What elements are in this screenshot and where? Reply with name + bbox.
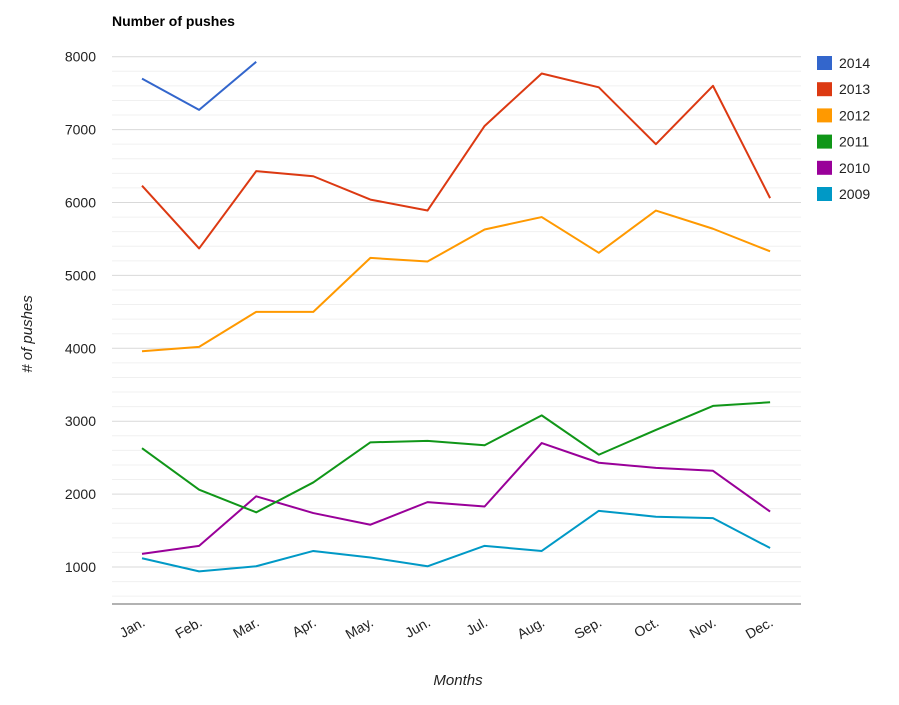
x-tick-label: Aug. <box>514 614 547 642</box>
legend-swatch-2014 <box>817 56 832 70</box>
legend-swatch-2010 <box>817 160 832 175</box>
y-tick-label: 7000 <box>65 122 96 138</box>
legend: 2014 2013 2012 2011 2010 2009 <box>817 55 870 202</box>
legend-label-2011: 2011 <box>839 134 869 150</box>
y-tick-label: 8000 <box>65 49 96 65</box>
x-tick-label: May. <box>343 614 376 643</box>
x-tick-label: Sep. <box>571 614 604 642</box>
y-tick-labels: 1000 2000 3000 4000 5000 6000 7000 8000 <box>65 49 96 575</box>
x-tick-label: Jan. <box>117 614 148 641</box>
legend-label-2012: 2012 <box>839 107 870 123</box>
x-tick-label: Oct. <box>631 614 661 641</box>
y-axis-label: # of pushes <box>19 295 36 373</box>
series-line-2013 <box>141 72 771 250</box>
y-tick-label: 4000 <box>65 340 96 356</box>
legend-swatch-2013 <box>817 82 832 97</box>
y-tick-label: 1000 <box>65 559 96 575</box>
x-tick-label: Feb. <box>172 614 204 642</box>
legend-swatch-2009 <box>817 187 832 201</box>
x-tick-labels: Jan. Feb. Mar. Apr. May. Jun. Jul. Aug. Sep. Oct.… <box>117 614 776 643</box>
x-tick-label: Apr. <box>289 614 319 640</box>
legend-label-2010: 2010 <box>839 160 870 176</box>
legend-swatch-2011 <box>817 134 832 149</box>
series-line-2012 <box>141 209 771 353</box>
legend-label-2009: 2009 <box>839 186 870 202</box>
gridlines <box>112 56 801 597</box>
chart-title: Number of pushes <box>112 13 235 29</box>
x-tick-label: Mar. <box>230 614 262 641</box>
legend-label-2013: 2013 <box>839 81 870 97</box>
x-tick-label: Nov. <box>686 614 718 642</box>
series-line-2010 <box>141 442 771 555</box>
x-tick-label: Dec. <box>743 614 776 642</box>
legend-label-2014: 2014 <box>839 55 870 71</box>
x-tick-label: Jun. <box>402 614 433 641</box>
y-tick-label: 6000 <box>65 195 96 211</box>
y-tick-label: 3000 <box>65 413 96 429</box>
y-tick-label: 5000 <box>65 267 96 283</box>
series-line-2009 <box>141 509 771 573</box>
legend-swatch-2012 <box>817 108 832 123</box>
series-lines <box>141 61 771 573</box>
series-line-2011 <box>141 401 771 514</box>
x-axis-label: Months <box>433 672 483 689</box>
series-line-2014 <box>141 61 257 111</box>
x-tick-label: Jul. <box>463 614 490 639</box>
y-tick-label: 2000 <box>65 486 96 502</box>
